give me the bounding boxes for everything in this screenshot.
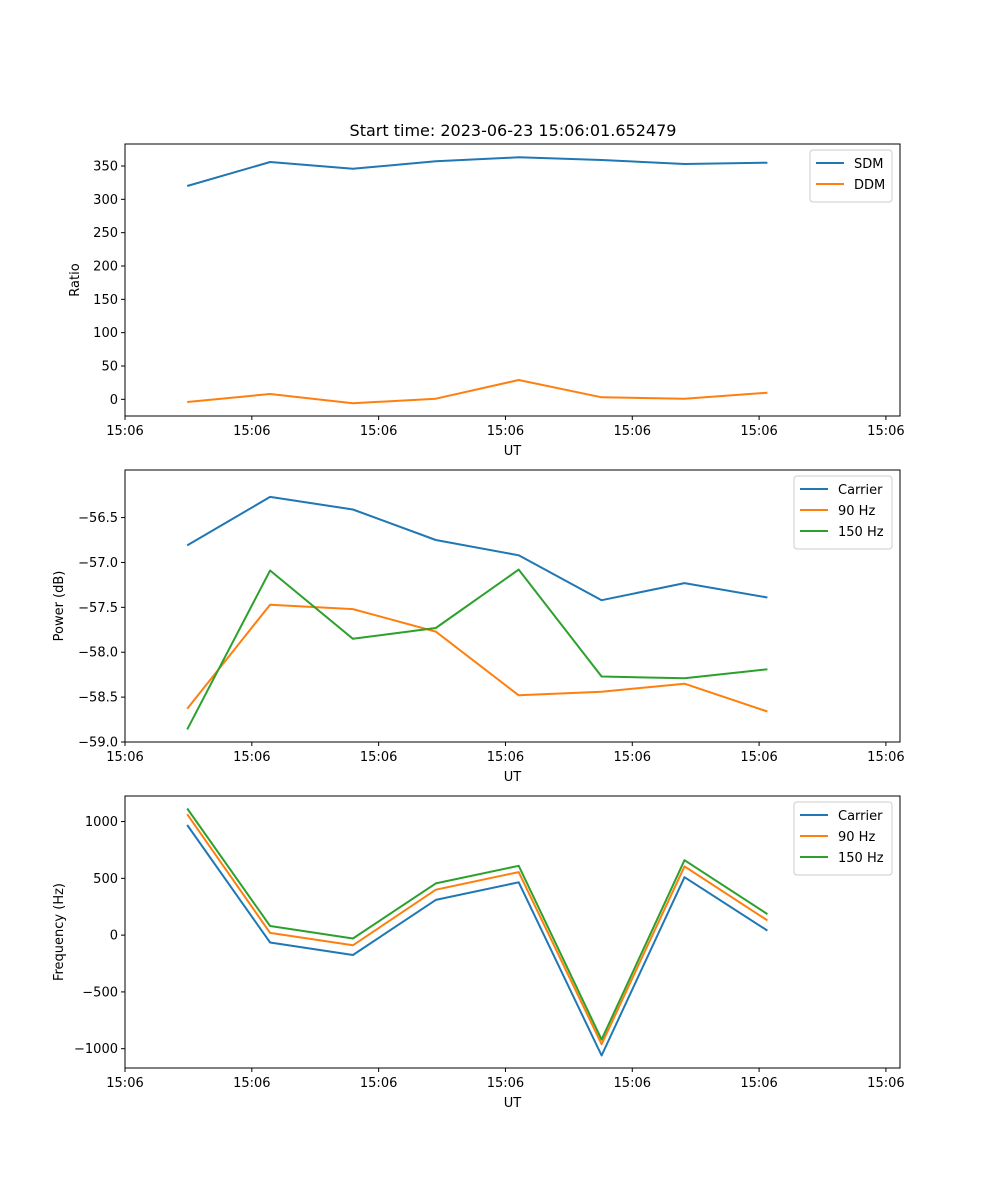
series-line-90-hz: [186, 813, 768, 1046]
y-tick-label: 250: [93, 226, 118, 241]
legend-label: Carrier: [838, 483, 883, 498]
y-tick-label: 0: [110, 929, 118, 944]
x-tick-label: 15:06: [487, 750, 524, 765]
series-line-carrier: [186, 495, 768, 602]
y-tick-label: −58.5: [78, 691, 118, 706]
subplot-1: 15:06 15:06 15:06 15:06 15:06 15:06 15:06 0 50 10…: [68, 143, 905, 459]
series-line-ddm: [187, 379, 768, 405]
legend: SDM DDM: [809, 149, 893, 203]
x-tick-label: 15:06: [614, 424, 651, 439]
series-line-90-hz: [186, 603, 768, 713]
y-tick-label: −58.0: [78, 646, 118, 661]
subplot-2: 15:06 15:06 15:06 15:06 15:06 15:06 15:06−59.0…: [52, 469, 905, 785]
series-line-sdm: [186, 156, 768, 187]
x-tick-label: 15:06: [106, 424, 143, 439]
x-tick-label: 15:06: [106, 1076, 143, 1091]
x-tick-label: 15:06: [360, 424, 397, 439]
subplot-3: 15:06 15:06 15:06 15:06 15:06 15:06 15:06 −1000…: [52, 795, 905, 1111]
y-tick-label: 1000: [85, 815, 118, 830]
subplots: 15:06 15:06 15:06 15:06 15:06 15:06 15:06 0 50 10…: [52, 143, 905, 1111]
series-line-carrier: [186, 824, 768, 1057]
x-tick-label: 15:06: [233, 424, 270, 439]
x-tick-label: 15:06: [106, 750, 143, 765]
legend-label: 90 Hz: [838, 830, 875, 845]
axes-frame: [124, 795, 901, 1069]
x-tick-label: 15:06: [867, 1076, 904, 1091]
series-line-150-hz: [186, 568, 768, 730]
y-tick-label: 0: [110, 393, 118, 408]
y-axis-label: Frequency (Hz): [52, 883, 67, 981]
legend-label: DDM: [854, 178, 885, 193]
y-tick-label: −57.0: [78, 556, 118, 571]
legend-label: 150 Hz: [838, 525, 884, 540]
axes-frame: [124, 143, 901, 417]
x-tick-label: 15:06: [740, 750, 777, 765]
x-tick-label: 15:06: [360, 750, 397, 765]
legend: Carrier 90 Hz 150 Hz: [793, 475, 893, 550]
legend-label: Carrier: [838, 809, 883, 824]
x-tick-label: 15:06: [867, 750, 904, 765]
y-tick-label: −57.5: [78, 601, 118, 616]
x-tick-label: 15:06: [614, 1076, 651, 1091]
x-axis-label: UT: [504, 770, 522, 785]
y-tick-label: −59.0: [78, 736, 118, 751]
legend-label: SDM: [854, 157, 883, 172]
x-tick-label: 15:06: [233, 1076, 270, 1091]
axes-frame: [124, 469, 901, 743]
y-tick-label: −500: [82, 985, 118, 1000]
legend-label: 90 Hz: [838, 504, 875, 519]
y-tick-label: −1000: [74, 1042, 118, 1057]
series-line-150-hz: [186, 807, 768, 1041]
figure-title: Start time: 2023-06-23 15:06:01.652479: [350, 121, 677, 140]
x-tick-label: 15:06: [614, 750, 651, 765]
y-tick-label: 200: [93, 260, 118, 275]
x-axis-label: UT: [504, 1096, 522, 1111]
y-tick-label: 300: [93, 193, 118, 208]
legend-label: 150 Hz: [838, 851, 884, 866]
y-axis-label: Power (dB): [52, 571, 67, 642]
x-tick-label: 15:06: [487, 424, 524, 439]
x-tick-label: 15:06: [740, 1076, 777, 1091]
y-tick-label: 500: [93, 872, 118, 887]
y-axis-label: Ratio: [68, 263, 83, 296]
x-tick-label: 15:06: [360, 1076, 397, 1091]
y-tick-label: −56.5: [78, 511, 118, 526]
legend: Carrier 90 Hz 150 Hz: [793, 801, 893, 876]
x-axis-label: UT: [504, 444, 522, 459]
y-tick-label: 100: [93, 326, 118, 341]
x-tick-label: 15:06: [867, 424, 904, 439]
x-tick-label: 15:06: [233, 750, 270, 765]
x-tick-label: 15:06: [487, 1076, 524, 1091]
y-tick-label: 50: [101, 360, 118, 375]
x-tick-label: 15:06: [740, 424, 777, 439]
y-tick-label: 150: [93, 293, 118, 308]
y-tick-label: 350: [93, 160, 118, 175]
